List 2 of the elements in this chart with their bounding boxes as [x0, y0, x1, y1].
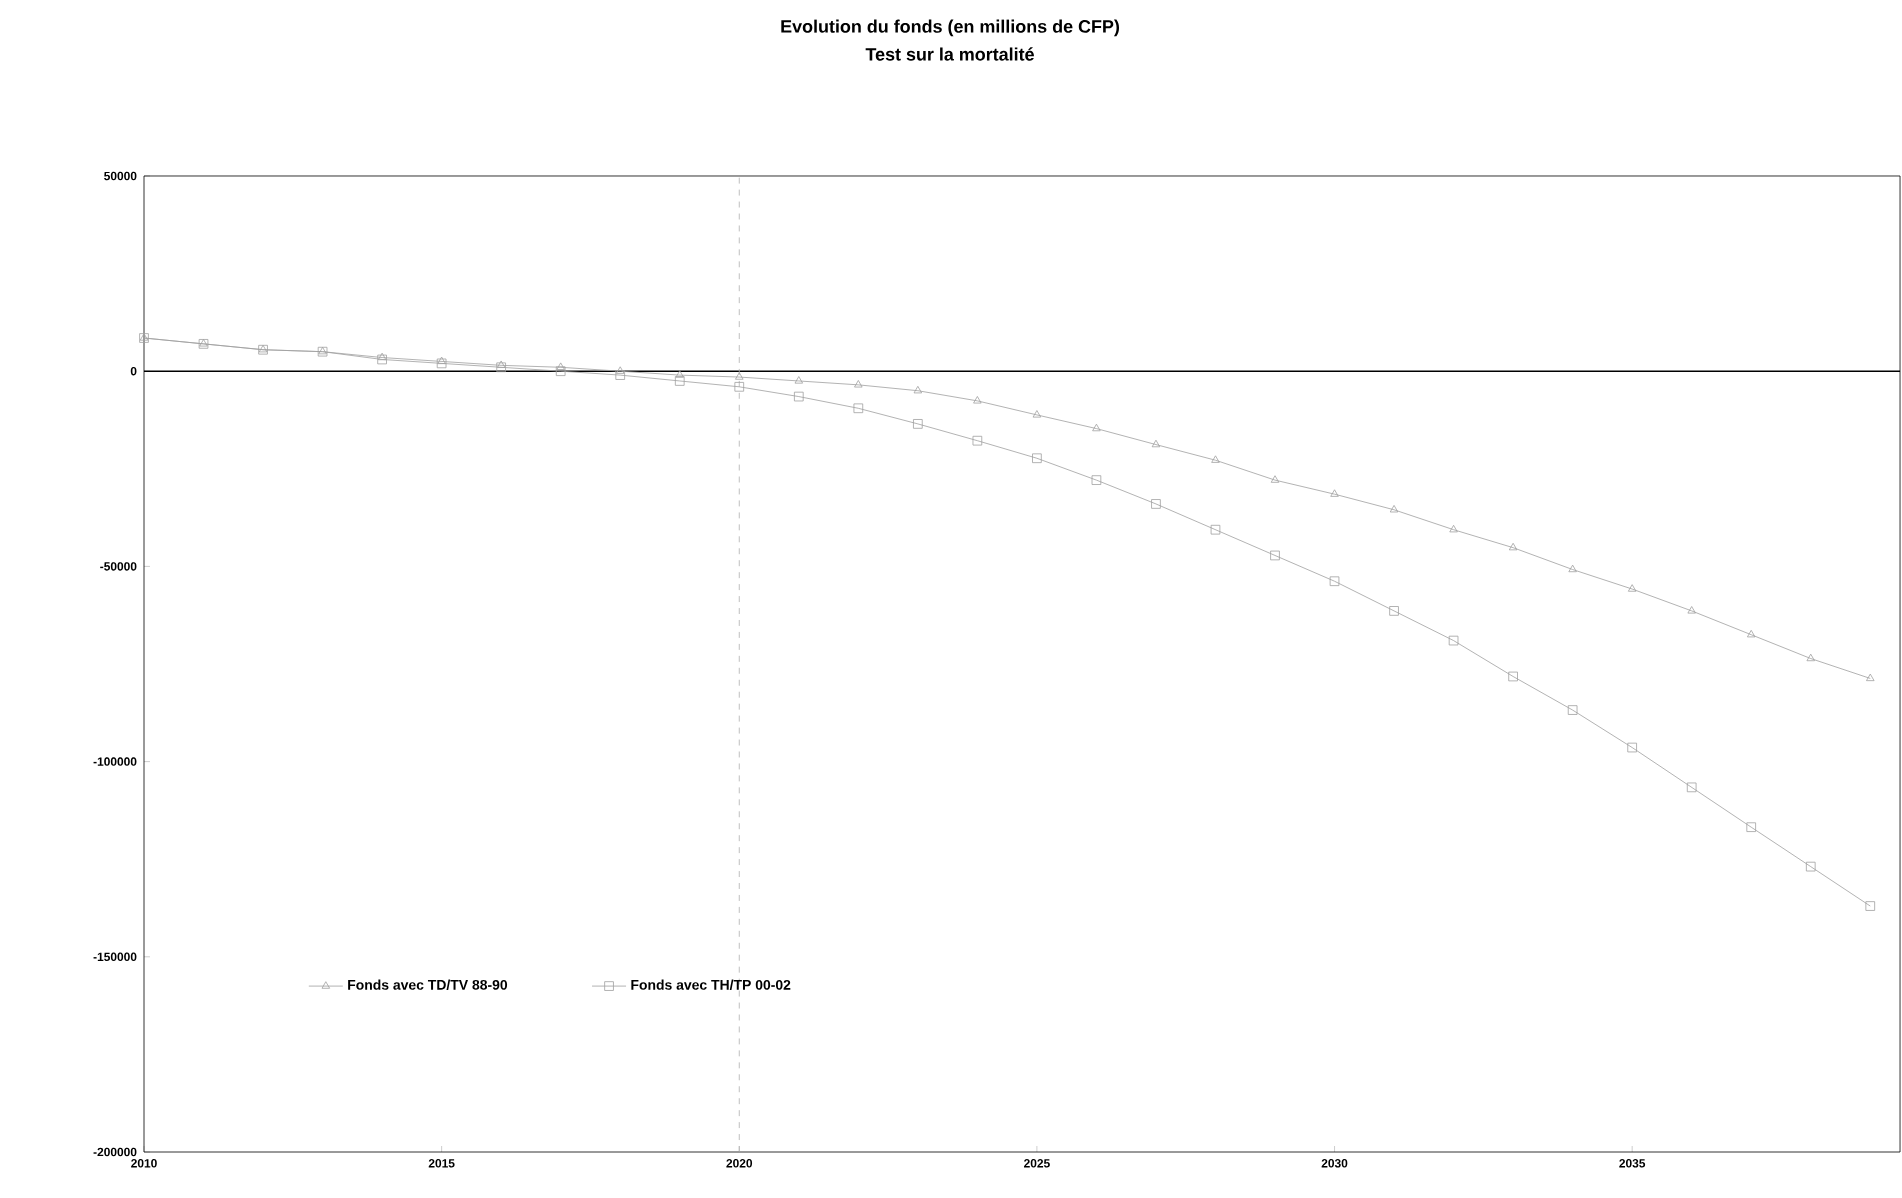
chart-title: Evolution du fonds (en millions de CFP) — [781, 19, 1120, 37]
chart-subtitle: Test sur la mortalité — [865, 47, 1034, 61]
